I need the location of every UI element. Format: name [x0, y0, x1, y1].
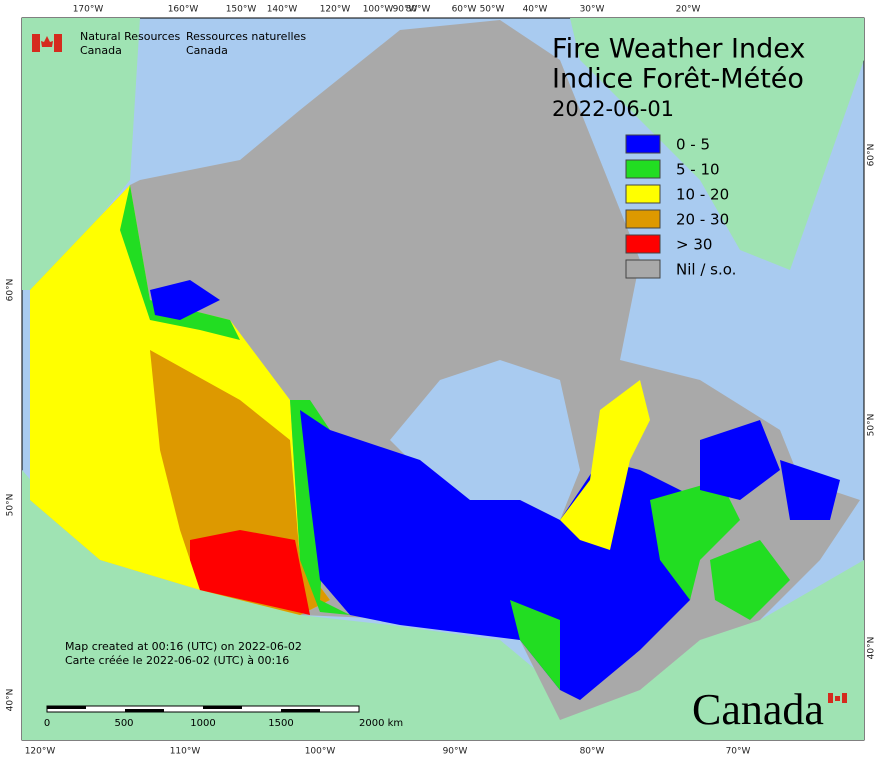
- graticule-label: 80°W: [580, 747, 605, 757]
- graticule-label: 40°N: [6, 689, 16, 712]
- graticule-label: 60°N: [867, 144, 877, 167]
- graticule-label: 20°W: [676, 5, 701, 15]
- legend-swatch: [625, 209, 661, 229]
- land: [22, 18, 864, 740]
- note: Carte créée le 2022-06-02 (UTC) à 00:16: [65, 654, 289, 667]
- legend-label: 0 - 5: [676, 136, 710, 154]
- legend-label: 10 - 20: [676, 186, 729, 204]
- agency-en: Natural Resources: [80, 30, 181, 43]
- graticule-label: 30°W: [580, 5, 605, 15]
- graticule-label: 140°W: [267, 5, 298, 15]
- wordmark-flag: [828, 693, 847, 703]
- wordmark: Canada: [692, 685, 824, 734]
- graticule-label: 90°W: [393, 5, 418, 15]
- graticule-label: 100°W: [305, 747, 336, 757]
- agency-fr: Ressources naturelles: [186, 30, 306, 43]
- title-fr: Indice Forêt-Météo: [552, 64, 804, 95]
- legend-swatch: [625, 259, 661, 279]
- scale-label: 1000: [190, 718, 215, 729]
- graticule-label: 120°W: [25, 747, 56, 757]
- scale-label: 500: [114, 718, 133, 729]
- date: 2022-06-01: [552, 97, 674, 121]
- scale-bar: [46, 705, 360, 713]
- graticule-label: 110°W: [170, 747, 201, 757]
- legend-swatch: [625, 159, 661, 179]
- graticule-label: 50°N: [867, 414, 877, 437]
- scale-label: 0: [44, 718, 50, 729]
- legend-label: 20 - 30: [676, 211, 729, 229]
- graticule-label: 100°W: [363, 5, 394, 15]
- graticule-label: 40°N: [867, 637, 877, 660]
- agency-fr: Canada: [186, 44, 228, 57]
- legend-label: > 30: [676, 236, 712, 254]
- graticule-label: 60°W: [452, 5, 477, 15]
- graticule-label: 150°W: [226, 5, 257, 15]
- legend-label: Nil / s.o.: [676, 261, 736, 279]
- legend-swatch: [625, 134, 661, 154]
- title-en: Fire Weather Index: [552, 34, 805, 65]
- legend-swatch: [625, 184, 661, 204]
- graticule-label: 120°W: [320, 5, 351, 15]
- graticule-label: 90°W: [443, 747, 468, 757]
- graticule-label: 170°W: [73, 5, 104, 15]
- agency-en: Canada: [80, 44, 122, 57]
- graticule-label: 60°N: [6, 279, 16, 302]
- note: Map created at 00:16 (UTC) on 2022-06-02: [65, 640, 302, 653]
- graticule-label: 50°N: [6, 494, 16, 517]
- brand: Natural Resources Canada Ressources natu…: [32, 30, 306, 57]
- legend-swatch: [625, 234, 661, 254]
- graticule-label: 160°W: [168, 5, 199, 15]
- graticule-label: 70°W: [726, 747, 751, 757]
- scale-label: 1500: [268, 718, 293, 729]
- graticule-label: 40°W: [523, 5, 548, 15]
- scale-label: 2000 km: [359, 718, 403, 729]
- graticule-label: 50°W: [480, 5, 505, 15]
- graticule-label: 80°W: [406, 5, 431, 15]
- legend-label: 5 - 10: [676, 161, 720, 179]
